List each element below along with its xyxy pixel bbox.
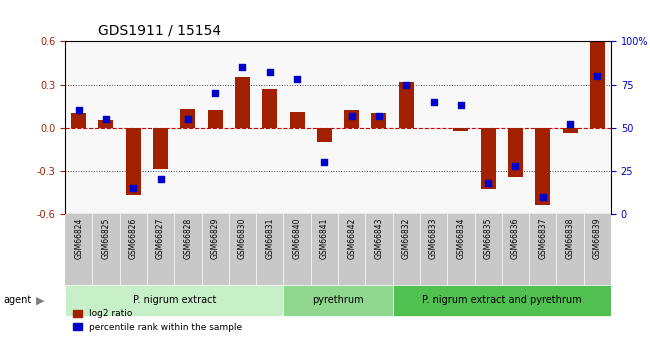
Text: GSM66835: GSM66835: [484, 218, 493, 259]
Text: agent: agent: [3, 295, 31, 305]
Point: [483, 180, 493, 186]
Text: GSM66825: GSM66825: [101, 218, 111, 259]
Bar: [207, 110, 223, 128]
Bar: [92, 214, 120, 290]
Bar: [289, 112, 305, 128]
Text: GSM66839: GSM66839: [593, 218, 602, 259]
Text: GSM66827: GSM66827: [156, 218, 165, 259]
Bar: [229, 214, 256, 290]
FancyBboxPatch shape: [393, 285, 611, 316]
Bar: [262, 89, 278, 128]
Bar: [480, 128, 496, 189]
Bar: [556, 214, 584, 290]
Bar: [256, 214, 283, 290]
Text: GSM66841: GSM66841: [320, 218, 329, 259]
Legend: log2 ratio, percentile rank within the sample: log2 ratio, percentile rank within the s…: [70, 306, 246, 335]
Text: P. nigrum extract: P. nigrum extract: [133, 295, 216, 305]
Bar: [502, 214, 529, 290]
Point: [428, 99, 439, 105]
Bar: [529, 214, 556, 290]
Text: ▶: ▶: [36, 295, 44, 305]
Point: [538, 194, 548, 199]
Bar: [398, 82, 414, 128]
Bar: [365, 214, 393, 290]
Bar: [153, 128, 168, 169]
Bar: [453, 128, 469, 130]
Bar: [235, 77, 250, 128]
Point: [346, 113, 357, 118]
Bar: [584, 214, 611, 290]
Bar: [344, 110, 359, 128]
Text: GSM66829: GSM66829: [211, 218, 220, 259]
Point: [374, 113, 384, 118]
Point: [319, 159, 330, 165]
Bar: [311, 214, 338, 290]
Text: GSM66834: GSM66834: [456, 218, 465, 259]
Bar: [65, 214, 92, 290]
Point: [456, 102, 466, 108]
Bar: [174, 214, 202, 290]
Point: [265, 70, 275, 75]
Text: GSM66838: GSM66838: [566, 218, 575, 259]
Point: [565, 121, 575, 127]
Text: P. nigrum extract and pyrethrum: P. nigrum extract and pyrethrum: [422, 295, 582, 305]
Bar: [447, 214, 474, 290]
Text: GSM66831: GSM66831: [265, 218, 274, 259]
Bar: [535, 128, 551, 205]
Text: GSM66830: GSM66830: [238, 218, 247, 259]
Bar: [202, 214, 229, 290]
Bar: [474, 214, 502, 290]
Point: [101, 116, 111, 122]
Bar: [393, 214, 420, 290]
Point: [592, 73, 603, 79]
Text: GSM66837: GSM66837: [538, 218, 547, 259]
Point: [183, 116, 193, 122]
Text: GDS1911 / 15154: GDS1911 / 15154: [98, 24, 220, 38]
Bar: [180, 109, 196, 128]
Bar: [71, 113, 86, 128]
Point: [210, 90, 220, 96]
Text: GSM66832: GSM66832: [402, 218, 411, 259]
Text: GSM66843: GSM66843: [374, 218, 384, 259]
Bar: [283, 214, 311, 290]
Text: GSM66828: GSM66828: [183, 218, 192, 259]
Point: [237, 65, 248, 70]
Bar: [590, 27, 605, 128]
Text: GSM66840: GSM66840: [292, 218, 302, 259]
Text: GSM66833: GSM66833: [429, 218, 438, 259]
Text: GSM66842: GSM66842: [347, 218, 356, 259]
Text: GSM66836: GSM66836: [511, 218, 520, 259]
FancyBboxPatch shape: [283, 285, 393, 316]
FancyBboxPatch shape: [65, 285, 283, 316]
Point: [155, 177, 166, 182]
Bar: [98, 120, 114, 128]
Bar: [147, 214, 174, 290]
Text: GSM66824: GSM66824: [74, 218, 83, 259]
Bar: [371, 113, 387, 128]
Point: [510, 163, 521, 168]
Bar: [420, 214, 447, 290]
Point: [292, 77, 302, 82]
Point: [128, 185, 138, 191]
Point: [73, 108, 84, 113]
Bar: [508, 128, 523, 177]
Text: GSM66826: GSM66826: [129, 218, 138, 259]
Bar: [120, 214, 147, 290]
Text: pyrethrum: pyrethrum: [312, 295, 364, 305]
Bar: [562, 128, 578, 134]
Bar: [338, 214, 365, 290]
Bar: [317, 128, 332, 142]
Point: [401, 82, 411, 87]
Bar: [125, 128, 141, 195]
